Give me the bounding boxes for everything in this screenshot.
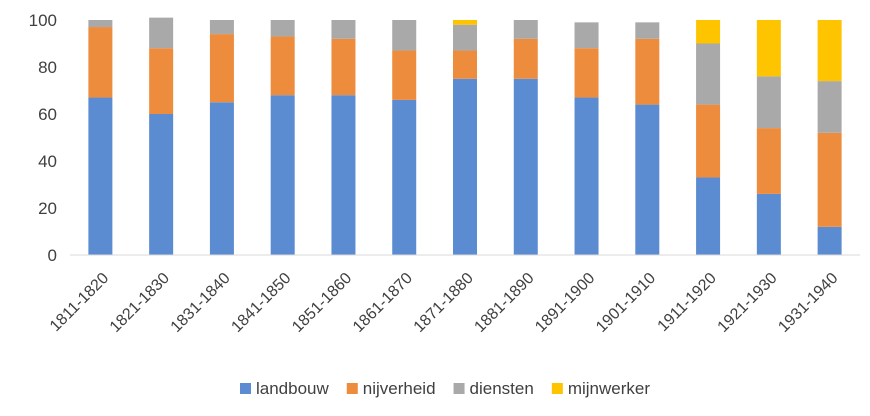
bar-nijverheid-1891-1900 (574, 48, 599, 98)
bar-landbouw-1841-1850 (270, 95, 295, 255)
legend-item-nijverheid: nijverheid (346, 379, 436, 398)
legend-swatch (346, 383, 358, 394)
bar-nijverheid-1861-1870 (392, 50, 417, 100)
bar-landbouw-1831-1840 (209, 102, 234, 255)
bar-landbouw-1891-1900 (574, 97, 599, 255)
legend-swatch (239, 383, 251, 394)
legend-item-mijnwerker: mijnwerker (551, 379, 651, 398)
bar-landbouw-1911-1920 (696, 177, 721, 255)
bar-landbouw-1931-1940 (817, 226, 842, 255)
bar-nijverheid-1841-1850 (270, 36, 295, 96)
x-tick-label: 1811-1820 (47, 270, 112, 335)
legend-label: mijnwerker (568, 379, 651, 398)
bar-landbouw-1861-1870 (392, 99, 417, 256)
bar-nijverheid-1901-1910 (635, 38, 660, 105)
bar-landbouw-1851-1860 (331, 95, 356, 255)
bar-diensten-1921-1930 (756, 76, 781, 129)
legend-swatch (453, 383, 465, 394)
x-tick-label: 1861-1870 (350, 270, 416, 336)
bar-diensten-1851-1860 (331, 20, 356, 39)
bar-diensten-1931-1940 (817, 81, 842, 133)
bar-landbouw-1901-1910 (635, 104, 660, 255)
x-tick-label: 1851-1860 (289, 270, 355, 336)
bar-nijverheid-1821-1830 (149, 48, 174, 115)
bar-landbouw-1921-1930 (756, 193, 781, 255)
bar-nijverheid-1871-1880 (453, 50, 477, 79)
bar-landbouw-1881-1890 (513, 78, 538, 255)
x-tick-label: 1841-1850 (228, 270, 294, 336)
bar-diensten-1831-1840 (209, 20, 234, 35)
bar-nijverheid-1851-1860 (331, 38, 356, 96)
bar-mijnwerker-1871-1880 (453, 20, 477, 25)
bar-nijverheid-1931-1940 (817, 132, 842, 227)
bar-nijverheid-1911-1920 (696, 104, 721, 178)
y-tick-label: 0 (48, 246, 57, 265)
x-tick-label: 1931-1940 (775, 270, 841, 336)
x-axis: 1811-18201821-18301831-18401841-18501851… (47, 270, 842, 336)
bar-diensten-1841-1850 (270, 20, 295, 37)
x-tick-label: 1921-1930 (715, 270, 781, 336)
bar-diensten-1871-1880 (453, 24, 477, 51)
x-tick-label: 1891-1900 (532, 270, 598, 336)
y-tick-label: 100 (29, 11, 57, 30)
y-tick-label: 60 (38, 105, 57, 124)
y-tick-label: 20 (38, 199, 57, 218)
bar-mijnwerker-1911-1920 (696, 20, 721, 44)
y-tick-label: 80 (38, 58, 57, 77)
bar-diensten-1881-1890 (513, 20, 538, 39)
bar-diensten-1811-1820 (88, 20, 113, 28)
y-axis: 0 20 40 60 80 100 (29, 11, 57, 265)
bar-nijverheid-1831-1840 (209, 34, 234, 103)
bar-landbouw-1871-1880 (453, 78, 477, 255)
legend: landbouw nijverheid diensten mijnwerker (239, 379, 651, 398)
x-tick-label: 1881-1890 (471, 270, 537, 336)
bar-landbouw-1811-1820 (88, 97, 113, 255)
bar-nijverheid-1811-1820 (88, 27, 113, 98)
legend-label: diensten (470, 379, 534, 398)
x-tick-label: 1901-1910 (593, 270, 659, 336)
x-tick-label: 1831-1840 (168, 270, 234, 336)
bar-diensten-1901-1910 (635, 22, 660, 39)
legend-item-diensten: diensten (453, 379, 534, 398)
legend-item-landbouw: landbouw (239, 379, 330, 398)
legend-swatch (551, 383, 563, 394)
y-tick-label: 40 (38, 152, 57, 171)
bar-diensten-1891-1900 (574, 22, 599, 49)
bar-nijverheid-1921-1930 (756, 128, 781, 194)
x-tick-label: 1871-1880 (411, 270, 477, 336)
bar-diensten-1911-1920 (696, 43, 721, 105)
x-tick-label: 1911-1920 (655, 270, 720, 335)
bar-nijverheid-1881-1890 (513, 38, 538, 79)
x-tick-label: 1821-1830 (107, 270, 173, 336)
bar-mijnwerker-1921-1930 (756, 20, 781, 77)
bar-diensten-1861-1870 (392, 20, 417, 51)
plot-area (88, 17, 842, 256)
legend-label: landbouw (256, 379, 330, 398)
bar-diensten-1821-1830 (149, 17, 174, 49)
legend-label: nijverheid (363, 379, 436, 398)
bar-landbouw-1821-1830 (149, 114, 174, 255)
bar-mijnwerker-1931-1940 (817, 20, 842, 82)
